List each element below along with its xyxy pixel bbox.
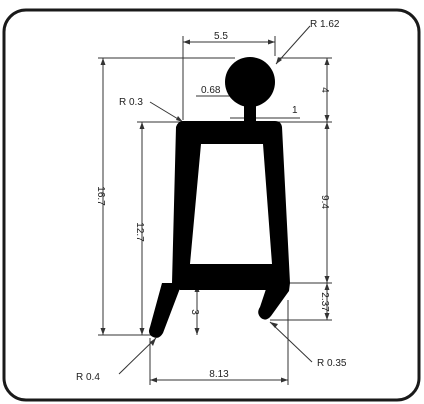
drawing-border bbox=[2, 8, 421, 402]
body-frame bbox=[172, 121, 290, 290]
label-left-leg-height: 3 bbox=[189, 309, 200, 315]
neck bbox=[244, 102, 256, 126]
label-body-height: 12.7 bbox=[134, 222, 145, 242]
dimension-lines bbox=[98, 25, 332, 385]
label-overall-height: 16.7 bbox=[95, 186, 106, 206]
bulb bbox=[225, 57, 275, 107]
dimension-arrows bbox=[100, 39, 330, 383]
label-left-foot-radius: R 0.4 bbox=[76, 372, 100, 383]
label-neck-width: 0.68 bbox=[201, 85, 221, 96]
extrusion-profile bbox=[149, 57, 290, 338]
label-bottom-width: 8.13 bbox=[209, 369, 229, 380]
label-top-corner-radius: R 0.3 bbox=[119, 97, 143, 108]
label-bulb-radius: R 1.62 bbox=[310, 19, 340, 30]
label-top-width: 5.5 bbox=[214, 31, 228, 42]
label-right-foot-radius: R 0.35 bbox=[317, 358, 347, 369]
label-upper-right-height: 9.4 bbox=[319, 195, 330, 209]
label-neck-height: 1 bbox=[292, 105, 298, 116]
label-bulb-height: 4 bbox=[319, 87, 330, 93]
right-leg bbox=[258, 283, 290, 320]
label-lower-right-height: 2.37 bbox=[319, 292, 330, 312]
left-leg bbox=[149, 283, 182, 338]
